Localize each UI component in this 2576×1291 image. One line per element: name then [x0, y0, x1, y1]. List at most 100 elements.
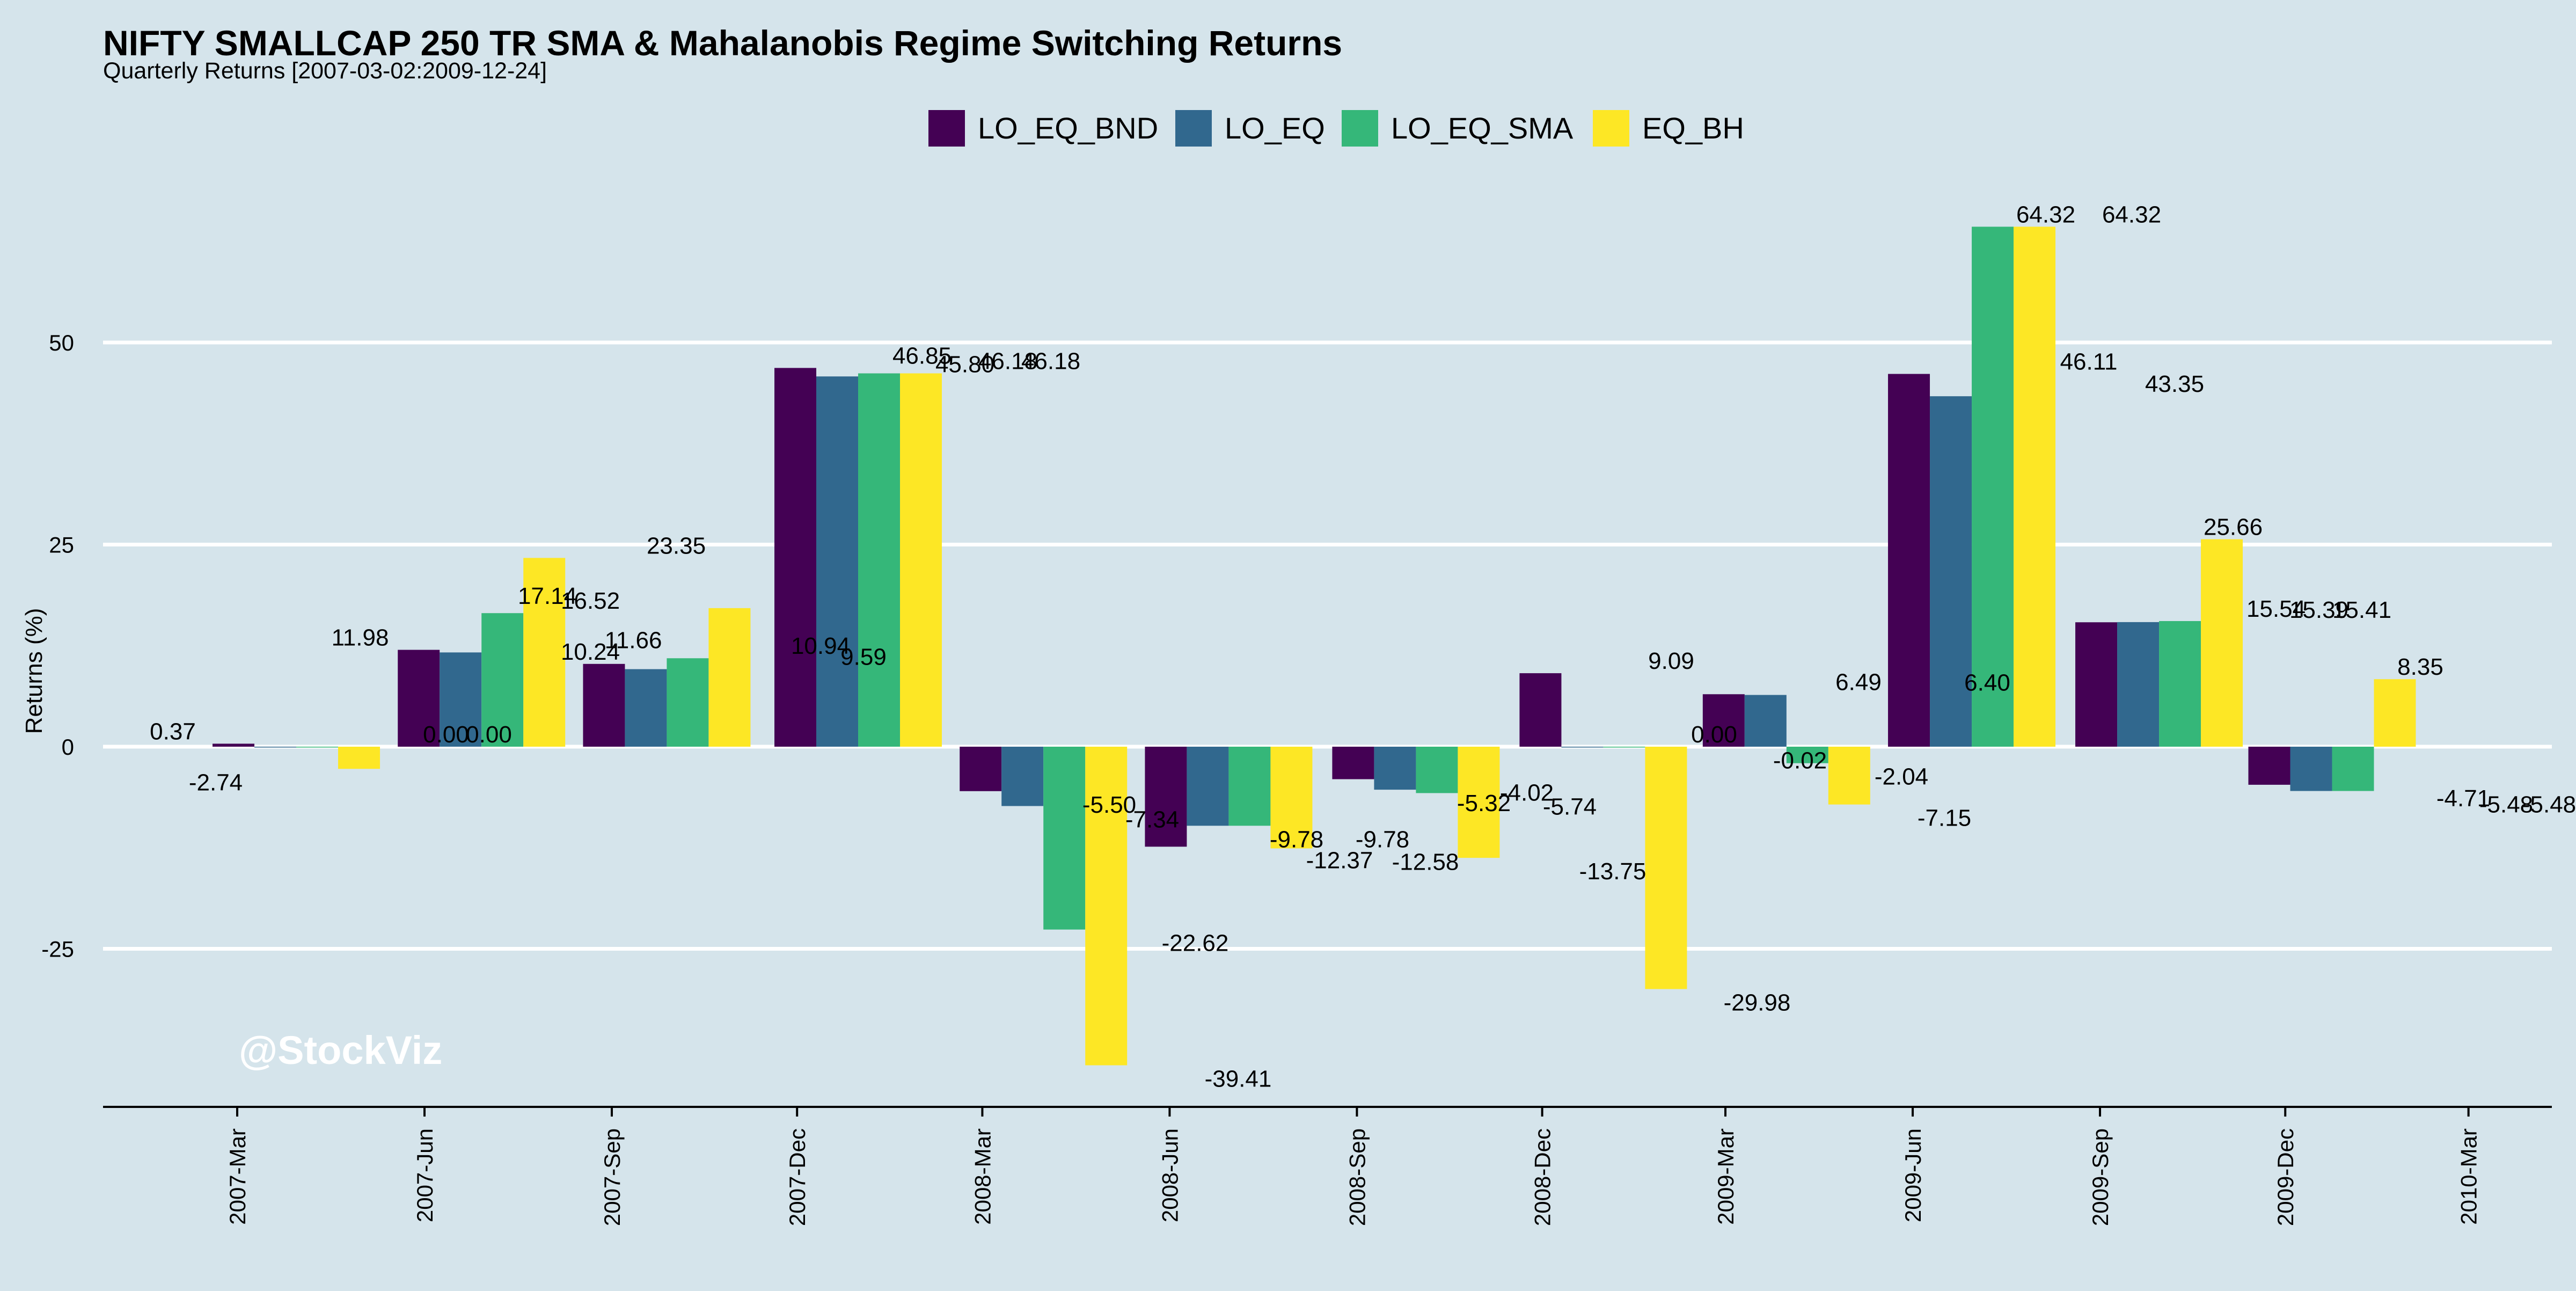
bar-eq-bh — [1458, 747, 1500, 858]
legend-label: LO_EQ_SMA — [1391, 111, 1574, 145]
bar-lo-eq-bnd — [1888, 374, 1930, 747]
data-label: -12.58 — [1392, 849, 1459, 875]
data-label: -5.50 — [1082, 792, 1136, 818]
bar-lo-eq — [2117, 622, 2160, 747]
bar-lo-eq — [816, 376, 859, 747]
x-tick-label: 2007-Dec — [785, 1128, 810, 1226]
bar-lo-eq — [1930, 396, 1972, 747]
bar-lo-eq-sma — [1972, 227, 2014, 747]
data-label: 6.49 — [1835, 669, 1882, 695]
bar-lo-eq-bnd — [398, 650, 440, 747]
bar-lo-eq-sma — [667, 658, 709, 747]
bar-lo-eq — [625, 669, 667, 747]
data-label: 10.94 — [791, 633, 850, 659]
x-tick-label: 2007-Jun — [412, 1128, 437, 1222]
bar-lo-eq — [1744, 695, 1787, 747]
bar-eq-bh — [338, 747, 380, 769]
bar-lo-eq-bnd — [213, 743, 255, 747]
bar-lo-eq — [440, 652, 482, 747]
x-tick-label: 2008-Sep — [1344, 1128, 1370, 1226]
data-label: 8.35 — [2397, 654, 2443, 680]
x-tick-label: 2008-Dec — [1530, 1128, 1555, 1226]
data-label: 46.85 — [892, 342, 952, 369]
data-label: 11.98 — [332, 625, 389, 651]
bar-lo-eq — [254, 747, 297, 748]
bar-lo-eq-bnd — [1702, 694, 1745, 747]
bar-eq-bh — [708, 608, 751, 747]
bar-lo-eq-bnd — [2248, 747, 2290, 785]
bar-lo-eq — [2290, 747, 2332, 791]
data-label: 6.40 — [1964, 670, 2010, 696]
bar-lo-eq-sma — [2332, 747, 2374, 791]
data-label: 9.09 — [1648, 648, 1694, 674]
bar-lo-eq-sma — [1043, 747, 1086, 930]
legend-swatch — [1593, 110, 1629, 147]
bar-lo-eq-bnd — [2075, 622, 2118, 747]
bar-lo-eq-sma — [2159, 621, 2201, 747]
data-label: 64.32 — [2102, 201, 2161, 228]
data-label: -2.04 — [1875, 764, 1928, 790]
x-tick-label: 2009-Dec — [2273, 1128, 2298, 1226]
bar-lo-eq-sma — [1228, 747, 1271, 826]
data-label: 64.32 — [2016, 201, 2075, 228]
data-label: 0.00 — [1691, 721, 1737, 748]
data-label: -5.32 — [1457, 790, 1511, 816]
legend-item: LO_EQ — [1175, 110, 1325, 147]
y-tick-label: -25 — [41, 937, 74, 962]
data-label: 15.54 — [2246, 596, 2306, 622]
data-label: -5.74 — [1543, 793, 1597, 820]
legend-item: EQ_BH — [1593, 110, 1744, 147]
data-label: -7.15 — [1918, 805, 1971, 832]
bar-eq-bh — [2201, 539, 2243, 747]
legend-swatch — [1342, 110, 1378, 147]
bar-lo-eq-sma — [858, 373, 901, 747]
x-tick-label: 2008-Mar — [970, 1128, 995, 1225]
data-label: 11.66 — [605, 627, 662, 653]
bar-eq-bh — [523, 558, 566, 747]
y-tick-label: 0 — [62, 734, 74, 760]
bar-lo-eq-sma — [1786, 747, 1828, 763]
data-label: -4.71 — [2436, 785, 2490, 812]
data-label: 43.35 — [2145, 371, 2204, 397]
bar-lo-eq-bnd — [1519, 673, 1562, 747]
bar-lo-eq-sma — [1603, 747, 1645, 748]
data-label: -0.02 — [1773, 747, 1827, 774]
data-label: -9.78 — [1356, 826, 1409, 852]
data-label: -4.02 — [1500, 780, 1554, 806]
data-label: -9.78 — [1270, 826, 1323, 852]
bar-lo-eq-bnd — [583, 663, 625, 747]
x-tick-label: 2007-Mar — [225, 1128, 250, 1225]
data-label: 46.18 — [1021, 348, 1080, 375]
legend-swatch — [1175, 110, 1212, 147]
legend-label: EQ_BH — [1642, 111, 1744, 145]
bar-lo-eq — [1187, 747, 1229, 826]
bar-eq-bh — [1828, 747, 1870, 805]
legend-item: LO_EQ_BND — [928, 110, 1158, 147]
bar-lo-eq-bnd — [1145, 747, 1187, 847]
bar-lo-eq-bnd — [960, 747, 1002, 791]
legend-label: LO_EQ — [1225, 111, 1325, 145]
bar-lo-eq-sma — [296, 747, 339, 748]
x-tick-label: 2009-Jun — [1900, 1128, 1926, 1222]
y-tick-label: 25 — [49, 533, 74, 558]
bar-eq-bh — [900, 373, 942, 747]
data-label: 9.59 — [840, 644, 887, 670]
data-label: -5.48 — [2479, 792, 2533, 818]
y-tick-label: 50 — [49, 330, 74, 355]
data-label: 10.24 — [561, 639, 620, 665]
data-label: 17.14 — [518, 583, 577, 609]
data-label: -5.48 — [2522, 792, 2576, 818]
bar-lo-eq — [1561, 747, 1604, 748]
bar-eq-bh — [1085, 747, 1128, 1066]
data-label: -22.62 — [1162, 930, 1229, 957]
x-tick-label: 2009-Mar — [1713, 1128, 1738, 1225]
bar-eq-bh — [1270, 747, 1313, 849]
x-tick-label: 2010-Mar — [2456, 1128, 2482, 1225]
bar-eq-bh — [1645, 747, 1687, 989]
bar-lo-eq — [1374, 747, 1416, 790]
data-label: 15.41 — [2332, 597, 2391, 623]
data-label: 25.66 — [2204, 514, 2263, 541]
data-label: -13.75 — [1579, 858, 1646, 885]
x-tick-label: 2009-Sep — [2088, 1128, 2113, 1226]
